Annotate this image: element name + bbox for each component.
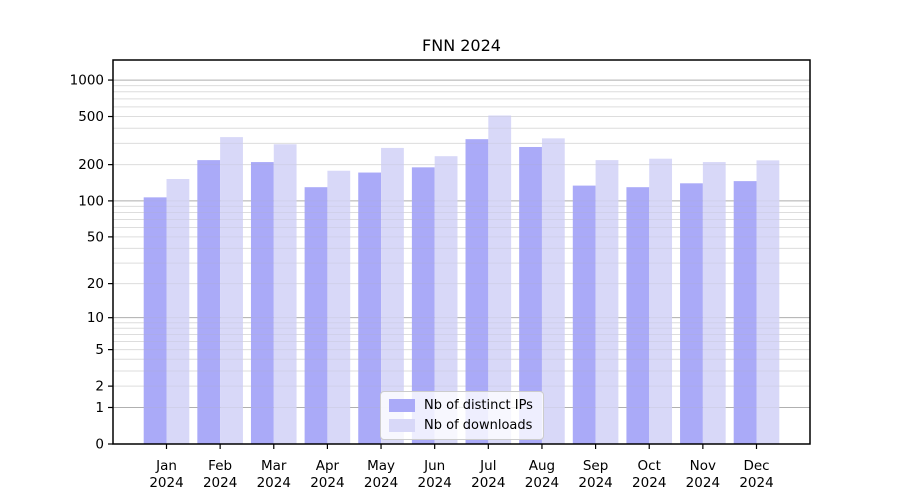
legend-label-downloads: Nb of downloads	[424, 418, 533, 433]
bar-ips-jun	[411, 167, 435, 444]
x-tick-label-year: 2024	[149, 475, 183, 491]
bar-ips-aug	[519, 146, 542, 444]
x-tick-label-year: 2024	[310, 475, 344, 491]
bar-ips-sep	[572, 185, 596, 444]
x-tick-label-year: 2024	[525, 475, 559, 491]
bar-downloads-sep	[595, 160, 619, 444]
bar-ips-dec	[733, 181, 757, 445]
legend-swatch-distinct-ips	[389, 399, 415, 412]
x-tick-label-month: Aug	[529, 458, 555, 474]
x-tick-label-month: Mar	[261, 458, 287, 474]
bar-downloads-may	[381, 147, 404, 444]
y-tick-label: 0	[95, 437, 104, 453]
bar-ips-mar	[250, 162, 274, 444]
bar-downloads-apr	[327, 170, 351, 444]
y-tick-label: 5	[95, 342, 104, 358]
chart-title: FNN 2024	[422, 36, 501, 55]
bar-ips-jan	[143, 197, 167, 444]
x-tick-label-year: 2024	[578, 475, 612, 491]
y-tick-label: 200	[78, 157, 104, 173]
bar-ips-may	[358, 172, 382, 445]
x-tick-label-month: Nov	[690, 458, 716, 474]
x-tick-label-year: 2024	[364, 475, 398, 491]
x-tick-label-year: 2024	[686, 475, 720, 491]
x-tick-label-month: Oct	[638, 458, 661, 474]
y-tick-label: 500	[78, 109, 104, 125]
bar-downloads-mar	[273, 144, 297, 445]
x-tick-label-month: Jun	[423, 458, 445, 474]
x-tick-label-year: 2024	[418, 475, 452, 491]
y-tick-label: 100	[78, 193, 104, 209]
plot-border	[112, 59, 811, 445]
x-tick-label-month: May	[367, 458, 395, 474]
bar-downloads-jan	[166, 179, 190, 444]
x-tick-label-year: 2024	[257, 475, 291, 491]
bar-ips-jul	[465, 139, 489, 444]
x-tick-label-month: Apr	[316, 458, 340, 474]
y-tick-label: 2	[95, 379, 104, 395]
bar-downloads-jul	[488, 115, 512, 444]
x-tick-label-month: Jan	[155, 458, 177, 474]
y-tick-label: 1000	[70, 73, 104, 89]
y-tick-label: 20	[87, 276, 104, 292]
bar-downloads-feb	[220, 137, 243, 444]
legend-swatch-downloads	[389, 419, 415, 432]
bar-ips-oct	[626, 187, 650, 444]
bar-downloads-aug	[541, 138, 565, 445]
legend: Nb of distinct IPs Nb of downloads	[380, 391, 544, 440]
legend-entry-distinct-ips: Nb of distinct IPs	[389, 398, 533, 413]
x-tick-label-month: Jul	[479, 458, 496, 474]
x-tick-label-year: 2024	[632, 475, 666, 491]
bar-ips-apr	[304, 187, 328, 444]
x-tick-label-year: 2024	[471, 475, 505, 491]
x-tick-label-year: 2024	[739, 475, 773, 491]
y-tick-label: 50	[87, 229, 104, 245]
bar-ips-feb	[197, 160, 221, 444]
x-tick-label-month: Dec	[743, 458, 769, 474]
bar-downloads-dec	[756, 160, 780, 444]
legend-label-distinct-ips: Nb of distinct IPs	[424, 398, 533, 413]
x-tick-label-month: Sep	[583, 458, 608, 474]
bar-downloads-jun	[434, 156, 458, 444]
bar-downloads-oct	[649, 158, 673, 444]
y-tick-label: 1	[95, 400, 104, 416]
x-tick-label-month: Feb	[208, 458, 232, 474]
legend-entry-downloads: Nb of downloads	[389, 418, 533, 433]
bar-ips-nov	[680, 183, 703, 444]
bar-downloads-nov	[702, 162, 726, 444]
y-tick-label: 10	[87, 310, 104, 326]
x-tick-label-year: 2024	[203, 475, 237, 491]
